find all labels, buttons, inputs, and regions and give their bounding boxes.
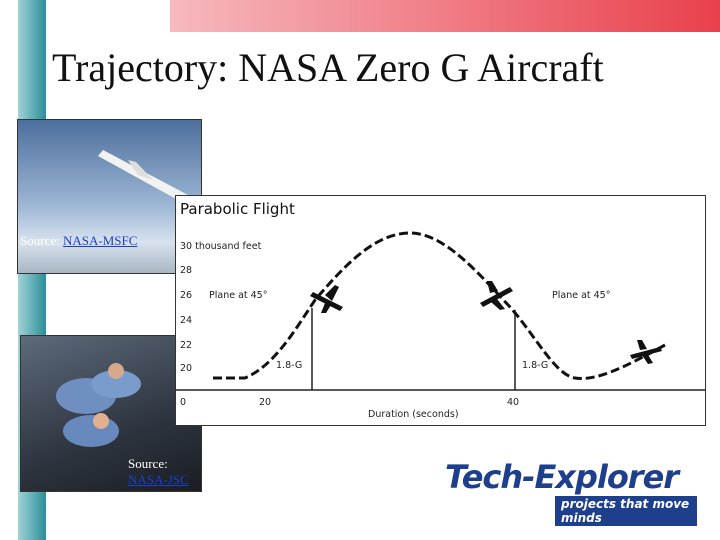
annotation: 1.8-G [522, 360, 548, 371]
parabolic-diagram: Parabolic Flight 30 thousand feet 28 26 … [175, 195, 706, 426]
logo-tagline: projects that move minds [555, 496, 697, 526]
x-axis-label: Duration (seconds) [368, 409, 459, 420]
photo-source: Source: NASA-JSC [128, 456, 198, 488]
source-link[interactable]: NASA-JSC [128, 472, 189, 487]
y-label: 26 [180, 290, 192, 301]
astronaut-photo [56, 363, 141, 447]
photo-aircraft [17, 119, 202, 274]
y-label: 24 [180, 315, 192, 326]
slide-title: Trajectory: NASA Zero G Aircraft [52, 45, 604, 90]
x-label: 20 [259, 397, 271, 408]
photo-astronauts [20, 335, 202, 492]
x-label: 40 [507, 397, 519, 408]
top-band [170, 0, 720, 32]
source-label: Source: [128, 456, 168, 471]
plane-icon [310, 285, 343, 313]
flight-path [213, 231, 666, 380]
logo: Tech-Explorer projects that move minds [445, 458, 705, 526]
source-link[interactable]: NASA-MSFC [62, 233, 138, 248]
plane-photo [98, 150, 188, 200]
plane-icon [630, 340, 662, 364]
photo-source: Source: NASA-MSFC [20, 233, 137, 249]
diagram-title: Parabolic Flight [180, 200, 295, 218]
annotation: Plane at 45° [209, 290, 267, 301]
logo-name: Tech-Explorer [445, 458, 679, 496]
plane-icon [480, 281, 513, 310]
y-label: 28 [180, 265, 192, 276]
y-label: 20 [180, 363, 192, 374]
annotation: Plane at 45° [552, 290, 610, 301]
diagram-frame [175, 195, 706, 426]
source-label: Source: [20, 233, 60, 248]
annotation: 1.8-G [276, 360, 302, 371]
y-label: 30 thousand feet [180, 241, 262, 252]
y-label: 0 [180, 397, 186, 408]
y-label: 22 [180, 340, 192, 351]
